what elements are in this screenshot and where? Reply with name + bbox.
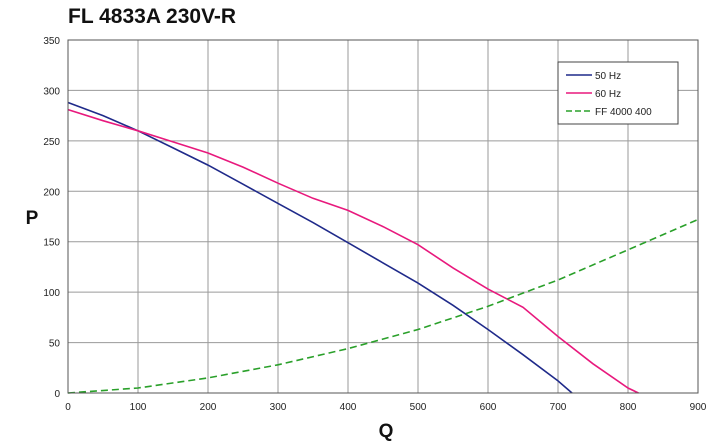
y-tick-label: 0 xyxy=(54,389,60,400)
legend-label-1: 60 Hz xyxy=(595,89,621,100)
x-tick-label: 200 xyxy=(200,402,217,413)
y-tick-label: 50 xyxy=(49,339,61,350)
y-tick-label: 100 xyxy=(43,288,60,299)
x-tick-label: 600 xyxy=(480,402,497,413)
series-line-2 xyxy=(67,218,699,394)
x-tick-label: 700 xyxy=(550,402,567,413)
chart-title: FL 4833A 230V-R xyxy=(68,5,237,28)
series-lines xyxy=(67,101,699,394)
x-tick-label: 400 xyxy=(340,402,357,413)
y-tick-label: 300 xyxy=(43,86,60,97)
series-line-0 xyxy=(67,101,573,394)
series-line-1 xyxy=(67,108,639,394)
legend: 50 Hz 60 Hz FF 4000 400 xyxy=(557,61,679,125)
y-axis-label: P xyxy=(26,208,39,229)
x-tick-label: 100 xyxy=(130,402,147,413)
x-tick-label: 900 xyxy=(690,402,707,413)
x-tick-label: 0 xyxy=(65,402,71,413)
legend-label-0: 50 Hz xyxy=(595,71,621,82)
x-tick-label: 300 xyxy=(270,402,287,413)
y-tick-label: 350 xyxy=(43,36,60,47)
x-tick-label: 800 xyxy=(620,402,637,413)
y-tick-label: 150 xyxy=(43,238,60,249)
plot-frame xyxy=(67,39,699,394)
legend-label-2: FF 4000 400 xyxy=(595,107,652,118)
tick-labels: 0 100 200 300 400 500 600 700 800 900 0 50 100 150 200… xyxy=(43,36,706,413)
x-tick-label: 500 xyxy=(410,402,427,413)
y-tick-label: 200 xyxy=(43,187,60,198)
y-tick-label: 250 xyxy=(43,137,60,148)
x-axis-label: Q xyxy=(379,421,394,441)
